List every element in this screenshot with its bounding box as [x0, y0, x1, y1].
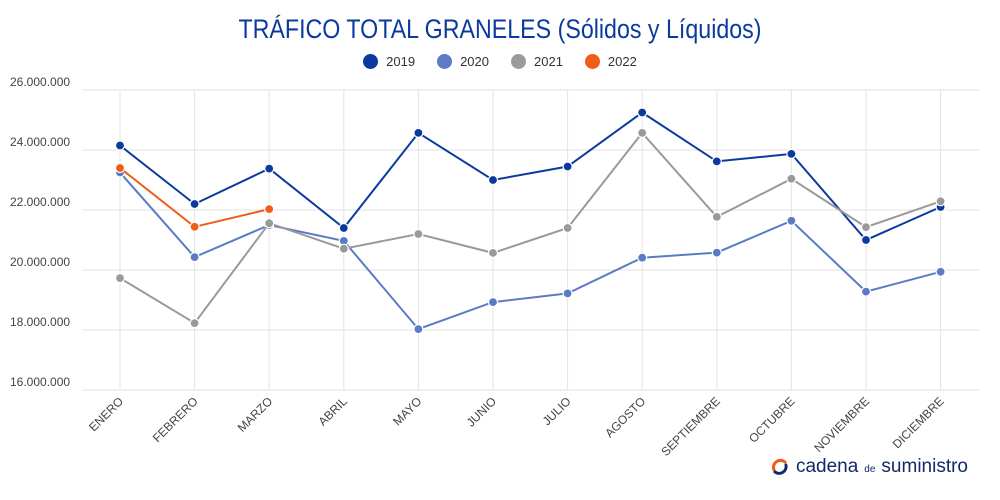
data-point-2021 [338, 243, 349, 254]
data-point-2021 [562, 222, 573, 234]
y-tick-label: 18.000.000 [10, 315, 70, 329]
legend-label: 2020 [460, 54, 489, 69]
y-tick-label: 22.000.000 [10, 195, 70, 209]
legend-swatch-icon [437, 54, 453, 69]
data-point-2020 [413, 324, 424, 335]
data-point-2021 [413, 228, 424, 240]
data-point-2020 [786, 215, 797, 226]
x-tick-label: SEPTIEMBRE [658, 394, 723, 459]
data-point-2019 [711, 156, 722, 167]
legend-item-2021[interactable]: 2021 [511, 54, 563, 69]
brand-text-1: cadena [795, 456, 859, 477]
legend-item-2019[interactable]: 2019 [363, 54, 415, 69]
y-tick-label: 16.000.000 [10, 375, 70, 389]
data-point-2020 [562, 288, 573, 299]
legend: 2019 2020 2021 2022 [0, 54, 1000, 69]
x-tick-label: JULIO [540, 394, 574, 428]
data-point-2019 [487, 174, 499, 186]
x-tick-label: MAYO [390, 394, 424, 428]
series-line-2021 [119, 131, 941, 325]
x-tick-label: NOVIEMBRE [811, 394, 872, 455]
data-point-2019 [562, 161, 573, 172]
data-point-2020 [711, 247, 722, 258]
legend-label: 2021 [534, 54, 563, 69]
x-tick-label: AGOSTO [602, 394, 648, 440]
legend-item-2020[interactable]: 2020 [437, 54, 489, 69]
data-point-2021 [264, 218, 275, 229]
data-point-2022 [264, 204, 275, 215]
data-point-2020 [860, 286, 872, 297]
legend-item-2022[interactable]: 2022 [584, 54, 637, 69]
data-point-2019 [114, 140, 126, 151]
series-line-2019 [119, 111, 942, 242]
x-tick-label: OCTUBRE [746, 394, 797, 445]
legend-swatch-icon [511, 54, 526, 69]
data-point-2021 [860, 222, 872, 233]
data-point-2021 [935, 196, 946, 207]
x-tick-label: ABRIL [315, 394, 350, 429]
series-line-2020 [119, 171, 941, 331]
y-tick-label: 24.000.000 [10, 135, 70, 149]
chart-title: TRÁFICO TOTAL GRANELES (Sólidos y Líquid… [238, 14, 762, 44]
x-tick-label: FEBRERO [150, 394, 201, 445]
x-tick-label: MARZO [235, 394, 276, 435]
data-point-2019 [189, 198, 200, 210]
data-point-2019 [264, 163, 275, 174]
data-point-2019 [338, 222, 349, 234]
data-point-2019 [637, 107, 648, 118]
brand-text-3: suministro [881, 456, 968, 477]
data-point-2022 [114, 162, 126, 174]
data-point-2021 [189, 318, 200, 329]
data-point-2020 [487, 297, 499, 308]
data-point-2020 [637, 252, 648, 263]
brand-logo: cadena de suministro [770, 456, 968, 478]
data-point-2020 [935, 266, 946, 277]
data-point-2019 [413, 127, 424, 138]
legend-swatch-icon [584, 54, 600, 69]
brand-text-2: de [864, 464, 876, 475]
data-point-2021 [711, 211, 722, 222]
data-point-2022 [189, 221, 200, 232]
legend-label: 2019 [386, 54, 416, 69]
data-point-2021 [114, 273, 126, 284]
legend-swatch-icon [363, 54, 379, 69]
y-tick-label: 26.000.000 [10, 75, 70, 89]
x-tick-label: JUNIO [464, 394, 499, 429]
logo-icon [771, 458, 788, 475]
x-tick-label: ENERO [86, 394, 126, 434]
data-point-2020 [189, 252, 200, 263]
data-point-2019 [786, 148, 797, 159]
legend-label: 2022 [607, 54, 637, 69]
y-tick-label: 20.000.000 [10, 255, 70, 269]
data-point-2019 [860, 234, 872, 246]
data-point-2021 [487, 247, 499, 258]
x-tick-label: DICIEMBRE [890, 394, 947, 451]
data-point-2021 [637, 127, 648, 138]
data-point-2021 [786, 173, 797, 184]
